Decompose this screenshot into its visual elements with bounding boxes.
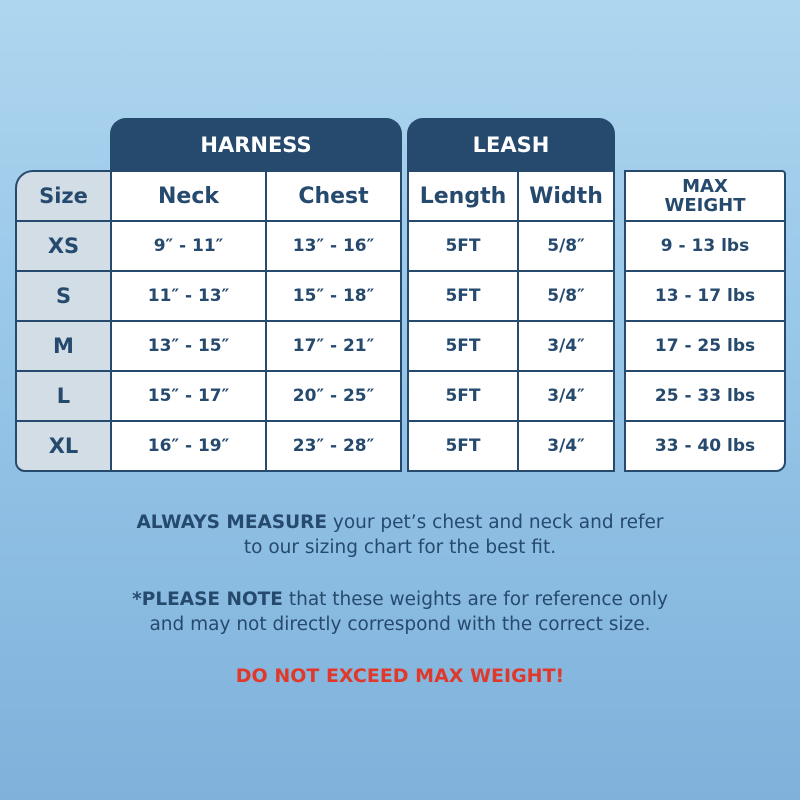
cell-weight: 33 - 40 lbs bbox=[624, 420, 786, 472]
cell-chest: 23″ - 28″ bbox=[265, 420, 402, 472]
cell-neck: 11″ - 13″ bbox=[110, 270, 267, 322]
column-header-length: Length bbox=[407, 170, 519, 222]
leash-header: LEASH bbox=[407, 118, 615, 172]
column-header-size: Size bbox=[15, 170, 112, 222]
cell-size: S bbox=[15, 270, 112, 322]
measure-text-2: to our sizing chart for the best fit. bbox=[243, 537, 557, 558]
column-header-neck: Neck bbox=[110, 170, 267, 222]
cell-width: 5/8″ bbox=[517, 270, 615, 322]
cell-width: 3/4″ bbox=[517, 420, 615, 472]
cell-width: 5/8″ bbox=[517, 220, 615, 272]
cell-chest: 15″ - 18″ bbox=[265, 270, 402, 322]
measure-note: ALWAYS MEASURE your pet’s chest and neck… bbox=[0, 510, 800, 560]
cell-size: XS bbox=[15, 220, 112, 272]
column-header-chest: Chest bbox=[265, 170, 402, 222]
cell-length: 5FT bbox=[407, 220, 519, 272]
cell-width: 3/4″ bbox=[517, 370, 615, 422]
cell-width: 3/4″ bbox=[517, 320, 615, 372]
weight-note: *PLEASE NOTE that these weights are for … bbox=[0, 587, 800, 637]
measure-text: your pet’s chest and neck and refer bbox=[327, 512, 664, 533]
please-note-bold: *PLEASE NOTE bbox=[132, 589, 283, 610]
cell-chest: 13″ - 16″ bbox=[265, 220, 402, 272]
cell-weight: 25 - 33 lbs bbox=[624, 370, 786, 422]
harness-header: HARNESS bbox=[110, 118, 402, 172]
cell-length: 5FT bbox=[407, 370, 519, 422]
cell-weight: 17 - 25 lbs bbox=[624, 320, 786, 372]
column-header-width: Width bbox=[517, 170, 615, 222]
cell-neck: 15″ - 17″ bbox=[110, 370, 267, 422]
cell-weight: 9 - 13 lbs bbox=[624, 220, 786, 272]
cell-neck: 9″ - 11″ bbox=[110, 220, 267, 272]
measure-bold: ALWAYS MEASURE bbox=[136, 512, 328, 533]
cell-neck: 16″ - 19″ bbox=[110, 420, 267, 472]
cell-length: 5FT bbox=[407, 420, 519, 472]
please-note-text-2: and may not directly correspond with the… bbox=[149, 614, 651, 635]
cell-size: XL bbox=[15, 420, 112, 472]
max-weight-warning: DO NOT EXCEED MAX WEIGHT! bbox=[235, 665, 565, 687]
cell-length: 5FT bbox=[407, 270, 519, 322]
cell-weight: 13 - 17 lbs bbox=[624, 270, 786, 322]
please-note-text: that these weights are for reference onl… bbox=[282, 589, 668, 610]
column-header-weight: MAX WEIGHT bbox=[624, 170, 786, 222]
cell-neck: 13″ - 15″ bbox=[110, 320, 267, 372]
cell-size: L bbox=[15, 370, 112, 422]
cell-size: M bbox=[15, 320, 112, 372]
cell-chest: 20″ - 25″ bbox=[265, 370, 402, 422]
cell-chest: 17″ - 21″ bbox=[265, 320, 402, 372]
cell-length: 5FT bbox=[407, 320, 519, 372]
